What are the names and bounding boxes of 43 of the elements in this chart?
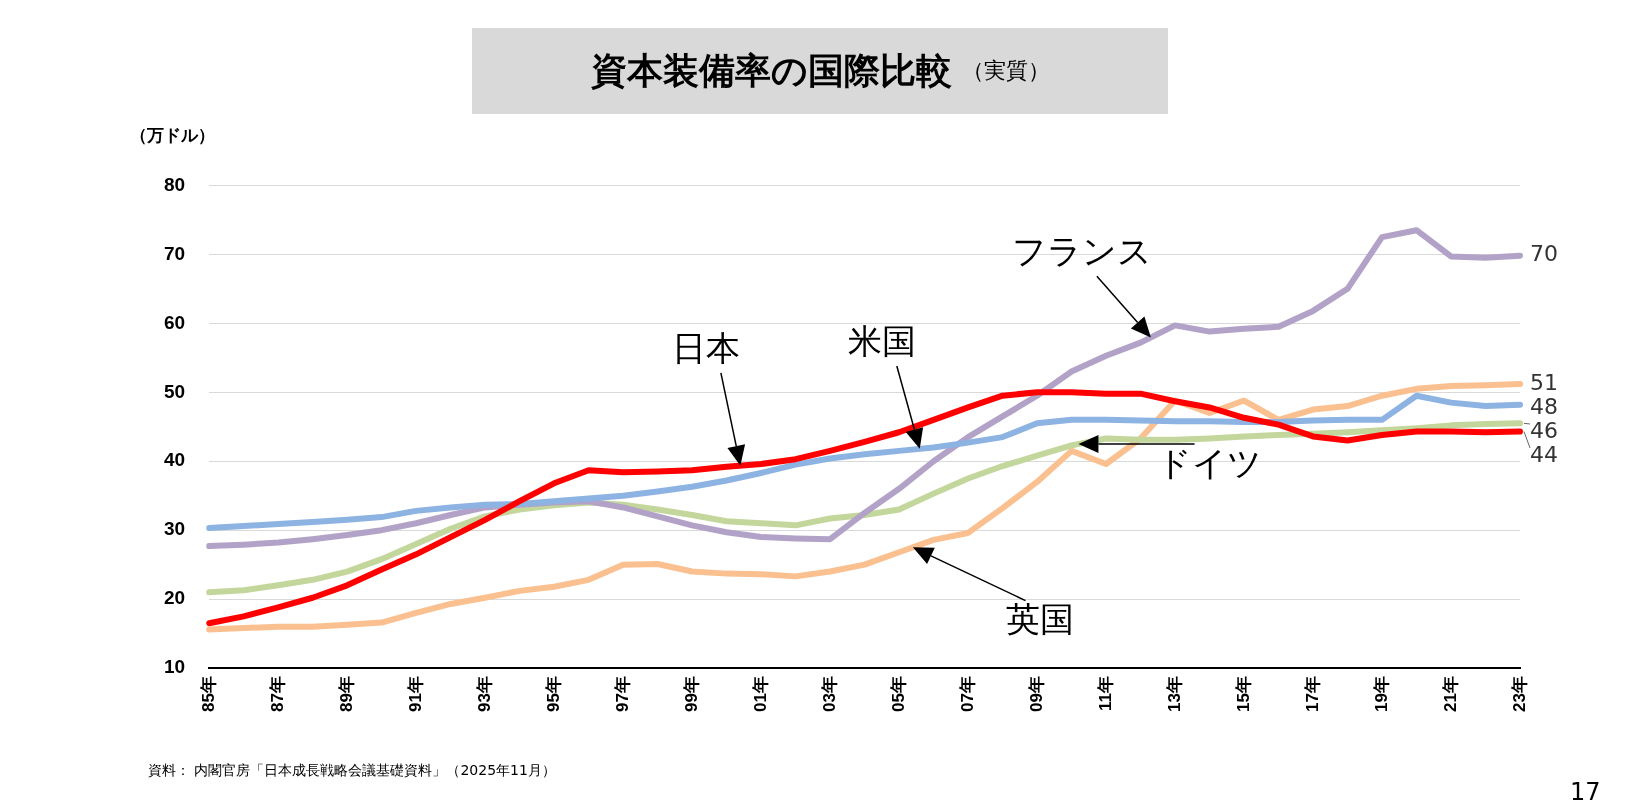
x-tick-label: 13年 [1164, 676, 1184, 713]
x-tick-label: 21年 [1440, 676, 1460, 713]
y-axis-title: （万ドル） [130, 124, 215, 147]
series-label: フランス [1011, 231, 1152, 272]
x-tick-label: 91年 [405, 676, 425, 713]
text: 資料： 内閣官房「日本成長戦略会議基礎資料」（2025年11月） [148, 762, 556, 780]
y-tick-label: 40 [163, 449, 186, 471]
data-label: 48 [1530, 393, 1558, 419]
y-tick-label: 10 [163, 656, 186, 678]
x-tick-label: 93年 [474, 676, 494, 713]
y-tick-label: 60 [163, 311, 186, 333]
text: 米国 [847, 320, 916, 361]
x-tick-label: 07年 [957, 676, 977, 713]
text: 17 [1570, 778, 1601, 806]
y-tick-label: 50 [163, 380, 186, 402]
series-label: ドイツ [1157, 442, 1263, 483]
chart-subtitle: （実質） [961, 57, 1050, 85]
x-tick-label: 23年 [1509, 676, 1529, 713]
data-label: 46 [1530, 417, 1558, 443]
x-tick-label: 03年 [819, 676, 839, 713]
x-tick-label: 09年 [1026, 676, 1046, 713]
x-tick-label: 01年 [750, 676, 770, 713]
chart-title: 資本装備率の国際比較 [590, 48, 952, 93]
y-tick-label: 70 [163, 242, 186, 264]
text: 日本 [671, 327, 740, 368]
x-tick-label: 85年 [198, 676, 218, 713]
y-tick-label: 30 [163, 518, 186, 540]
x-tick-label: 87年 [267, 676, 287, 713]
x-tick-label: 05年 [888, 676, 908, 713]
x-tick-label: 89年 [336, 676, 356, 713]
x-tick-label: 97年 [612, 676, 632, 713]
text: 英国 [1006, 599, 1075, 640]
x-tick-label: 17年 [1302, 676, 1322, 713]
x-tick-label: 19年 [1371, 676, 1391, 713]
y-tick-label: 20 [163, 587, 186, 609]
data-label: 44 [1530, 441, 1558, 467]
data-label: 51 [1530, 369, 1558, 395]
x-tick-label: 15年 [1233, 676, 1253, 713]
x-tick-label: 95年 [543, 676, 563, 713]
data-label: 70 [1530, 241, 1558, 267]
x-tick-label: 99年 [681, 676, 701, 713]
x-tick-label: 11年 [1095, 676, 1115, 712]
y-tick-label: 80 [163, 173, 186, 195]
